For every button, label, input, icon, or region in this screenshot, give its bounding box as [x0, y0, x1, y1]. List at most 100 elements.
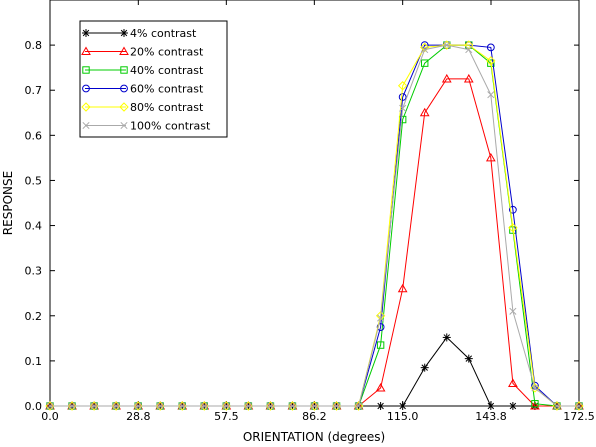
- data-point: [82, 121, 90, 130]
- data-point: [331, 401, 342, 411]
- data-point: [397, 283, 408, 293]
- y-tick-label: 0.3: [25, 265, 43, 278]
- y-tick-label: 0.8: [25, 39, 43, 52]
- data-point: [287, 401, 298, 411]
- data-point: [82, 29, 90, 37]
- data-point: [531, 381, 539, 390]
- legend-label: 4% contrast: [130, 27, 197, 40]
- data-point: [309, 401, 320, 411]
- data-point: [398, 93, 407, 101]
- data-point: [420, 41, 429, 50]
- x-axis-title: ORIENTATION (degrees): [243, 430, 385, 444]
- data-point: [81, 46, 91, 55]
- data-point: [530, 383, 540, 393]
- data-point: [177, 401, 187, 411]
- data-point: [200, 402, 208, 410]
- series-100-contrast: [46, 41, 583, 410]
- legend-label: 40% contrast: [130, 64, 204, 77]
- data-point: [420, 363, 429, 372]
- data-point: [119, 102, 129, 112]
- data-point: [120, 84, 128, 93]
- data-point: [353, 401, 364, 411]
- y-tick-label: 0.4: [25, 220, 43, 233]
- data-point: [199, 401, 209, 411]
- x-tick-label: 28.8: [126, 410, 151, 423]
- legend-entry: 4% contrast: [82, 27, 197, 40]
- legend-entry: 80% contrast: [81, 101, 204, 114]
- data-point: [134, 402, 142, 410]
- data-point: [442, 333, 451, 342]
- data-point: [421, 46, 429, 54]
- y-tick-label: 0.1: [25, 355, 43, 368]
- data-point: [67, 401, 77, 411]
- data-point: [465, 46, 473, 54]
- data-point: [221, 401, 232, 411]
- y-tick-label: 0.6: [25, 129, 43, 142]
- data-point: [575, 402, 583, 410]
- data-point: [310, 402, 319, 410]
- x-tick-label: 0.0: [41, 410, 59, 423]
- legend: 4% contrast 20% contrast 40% contrast 60% c…: [79, 20, 228, 138]
- data-point: [399, 104, 407, 112]
- data-point: [397, 81, 408, 91]
- data-point: [508, 402, 517, 410]
- data-point: [531, 384, 539, 392]
- data-point: [82, 66, 90, 74]
- data-point: [443, 41, 451, 49]
- data-point: [133, 401, 143, 411]
- data-point: [178, 402, 186, 410]
- data-point: [265, 401, 276, 411]
- x-tick-label: 143.8: [475, 410, 507, 423]
- legend-label: 20% contrast: [130, 46, 204, 59]
- legend-label: 100% contrast: [130, 120, 211, 133]
- data-point: [155, 401, 165, 411]
- data-point: [574, 401, 584, 411]
- data-point: [156, 402, 164, 410]
- y-tick-label: 0.0: [25, 400, 43, 413]
- data-point: [45, 401, 55, 411]
- data-point: [266, 402, 274, 410]
- data-point: [288, 402, 297, 410]
- data-point: [464, 354, 473, 363]
- data-point: [355, 402, 363, 410]
- data-point: [441, 73, 452, 83]
- data-point: [244, 402, 252, 410]
- data-point: [82, 84, 90, 93]
- x-tick-label: 115.0: [387, 410, 419, 423]
- data-point: [120, 121, 128, 130]
- data-point: [222, 402, 230, 410]
- legend-entry: 20% contrast: [81, 46, 204, 59]
- data-point: [508, 378, 518, 387]
- data-point: [487, 59, 495, 67]
- data-point: [120, 66, 128, 74]
- data-point: [508, 223, 518, 233]
- data-point: [243, 401, 254, 411]
- y-tick-label: 0.5: [25, 174, 43, 187]
- data-point: [112, 402, 120, 410]
- data-point: [111, 401, 121, 411]
- data-point: [485, 152, 496, 162]
- data-point: [486, 56, 496, 66]
- x-tick-label: 172.5: [563, 410, 595, 423]
- data-point: [487, 91, 495, 99]
- y-tick-label: 0.7: [25, 84, 43, 97]
- data-point: [376, 341, 385, 349]
- data-point: [68, 402, 76, 410]
- y-tick-labels: 0.0 0.1 0.2 0.3 0.4 0.5 0.6 0.7 0.8: [25, 39, 43, 413]
- data-point: [553, 402, 561, 410]
- data-point: [531, 400, 539, 408]
- y-tick-label: 0.2: [25, 310, 43, 323]
- data-point: [332, 402, 341, 410]
- data-point: [486, 43, 495, 52]
- x-tick-labels: 0.0 28.8 57.5 86.2 115.0 143.8 172.5: [41, 410, 595, 423]
- data-point: [552, 401, 562, 411]
- data-point: [377, 314, 385, 322]
- x-tick-label: 86.2: [302, 410, 327, 423]
- data-point: [376, 402, 385, 410]
- legend-entry: 40% contrast: [82, 64, 204, 77]
- data-point: [421, 59, 429, 67]
- y-axis-title: RESPONSE: [1, 171, 15, 235]
- legend-box: [79, 20, 228, 138]
- x-tick-label: 57.5: [214, 410, 239, 423]
